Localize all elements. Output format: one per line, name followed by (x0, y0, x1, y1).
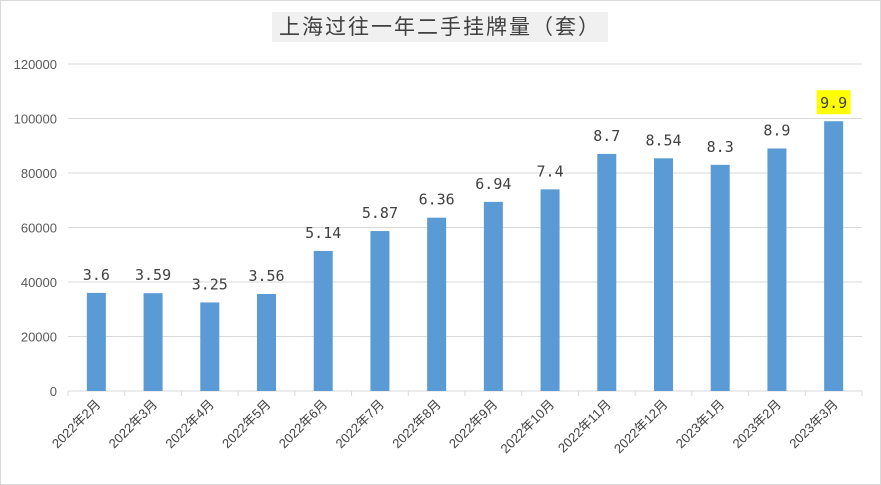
data-label: 5.14 (305, 224, 341, 242)
data-label: 8.54 (645, 131, 681, 149)
data-label: 9.9 (820, 94, 847, 112)
x-tick-label: 2022年2月 (49, 397, 104, 452)
chart-title: 上海过往一年二手挂牌量（套） (272, 12, 608, 42)
x-tick-label: 2022年7月 (332, 397, 387, 452)
bar (427, 217, 447, 391)
x-tick-label: 2023年2月 (729, 397, 784, 452)
bar (483, 201, 503, 391)
x-tick-label: 2022年10月 (498, 397, 558, 457)
bar (824, 121, 844, 391)
y-tick-label: 80000 (21, 166, 57, 181)
y-tick-label: 0 (50, 384, 57, 399)
bar (540, 189, 560, 391)
x-tick-label: 2022年11月 (555, 397, 614, 456)
data-label: 3.6 (83, 266, 110, 284)
data-label: 8.7 (593, 127, 620, 145)
data-label: 3.25 (192, 275, 228, 293)
x-tick-label: 2022年6月 (276, 397, 331, 452)
data-label: 8.9 (763, 121, 790, 139)
bar (710, 164, 730, 391)
y-tick-label: 100000 (14, 112, 57, 127)
data-label: 3.56 (248, 267, 284, 285)
y-tick-label: 40000 (21, 275, 57, 290)
data-label: 6.94 (475, 175, 511, 193)
x-tick-label: 2022年5月 (219, 397, 274, 452)
bar (767, 148, 787, 391)
bar (143, 293, 163, 391)
y-tick-label: 20000 (21, 330, 57, 345)
bar (370, 231, 390, 391)
x-tick-label: 2023年1月 (673, 397, 728, 452)
x-tick-label: 2022年4月 (162, 397, 217, 452)
data-label: 6.36 (419, 191, 455, 209)
bar (654, 158, 673, 391)
bar (257, 293, 276, 391)
bar (200, 302, 220, 391)
y-tick-label: 120000 (14, 57, 57, 72)
data-label: 3.59 (135, 266, 171, 284)
x-tick-label: 2022年9月 (446, 397, 501, 452)
data-label: 7.4 (537, 162, 564, 180)
bar (597, 153, 617, 391)
x-tick-label: 2022年3月 (106, 397, 161, 452)
data-label: 5.87 (362, 204, 398, 222)
bar (86, 292, 106, 391)
data-label-highlight (816, 90, 851, 115)
data-label: 8.3 (707, 138, 734, 156)
x-tick-label: 2023年3月 (786, 397, 841, 452)
x-tick-label: 2022年8月 (389, 397, 444, 452)
bar (313, 250, 333, 391)
y-tick-label: 60000 (21, 221, 57, 236)
x-tick-label: 2022年12月 (611, 397, 671, 457)
